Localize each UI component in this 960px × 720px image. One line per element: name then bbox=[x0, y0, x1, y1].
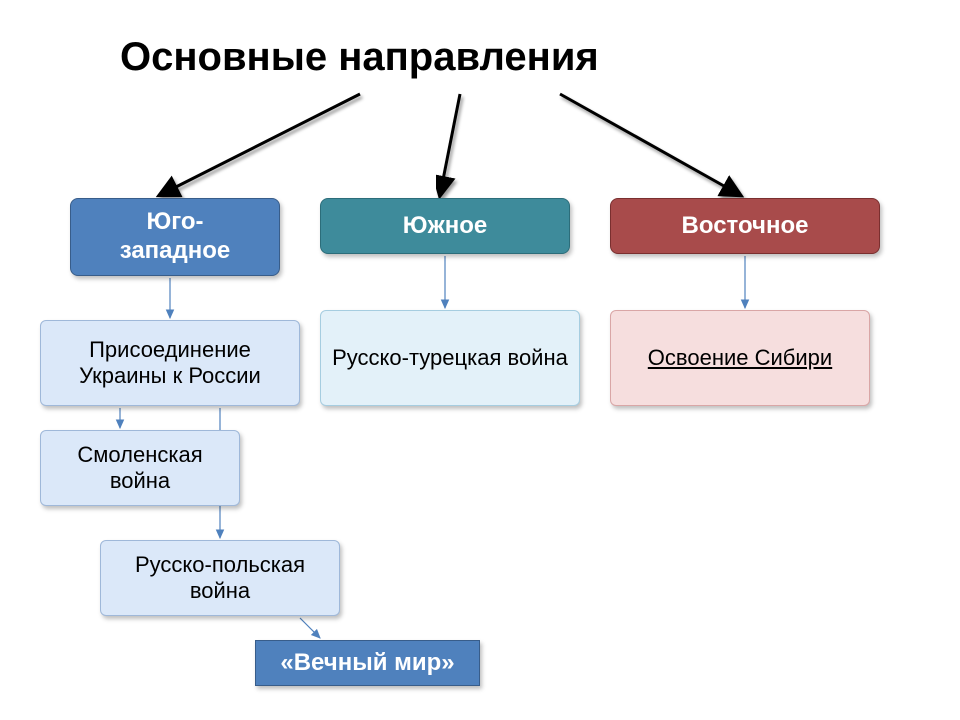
node-label: Южное bbox=[403, 212, 488, 241]
node-turkish-war: Русско-турецкая война bbox=[320, 310, 580, 406]
node-label: Русско-турецкая война bbox=[332, 345, 568, 371]
node-label: Юго- западное bbox=[120, 208, 231, 266]
node-ukraine: Присоединение Украины к России bbox=[40, 320, 300, 406]
node-label: «Вечный мир» bbox=[280, 649, 454, 678]
node-label: Смоленская война bbox=[49, 442, 231, 495]
node-eternal-peace: «Вечный мир» bbox=[255, 640, 480, 686]
node-label: Освоение Сибири bbox=[648, 345, 832, 371]
node-label: Присоединение Украины к России bbox=[49, 337, 291, 390]
node-southwest: Юго- западное bbox=[70, 198, 280, 276]
node-east: Восточное bbox=[610, 198, 880, 254]
node-smolensk-war: Смоленская война bbox=[40, 430, 240, 506]
node-label: Восточное bbox=[682, 212, 809, 241]
node-polish-war: Русско-польская война bbox=[100, 540, 340, 616]
node-siberia: Освоение Сибири bbox=[610, 310, 870, 406]
node-south: Южное bbox=[320, 198, 570, 254]
node-label: Русско-польская война bbox=[109, 552, 331, 605]
page-title: Основные направления bbox=[120, 35, 599, 80]
